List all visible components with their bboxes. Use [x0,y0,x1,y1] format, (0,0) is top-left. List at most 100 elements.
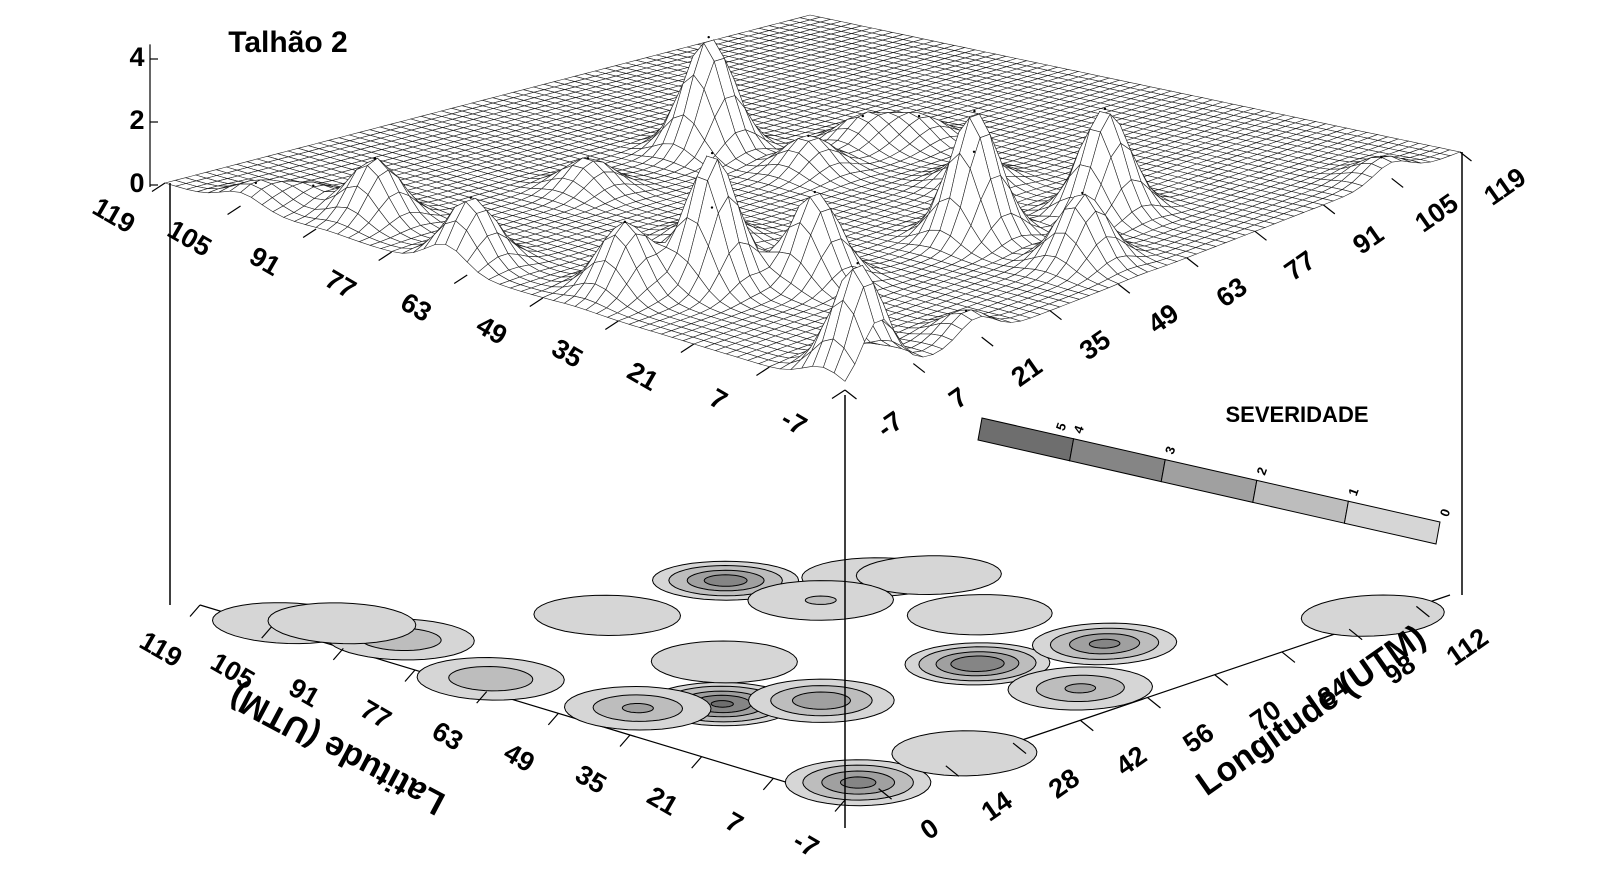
peak [254,181,258,185]
contour [448,665,534,692]
x-top-tick [1186,257,1199,268]
y-top-tick [680,343,695,354]
legend-title: SEVERIDADE [1225,402,1368,427]
contour [804,595,837,605]
x-tick [1079,719,1094,732]
contour [267,602,417,645]
peak [964,309,968,312]
legend-swatch [1160,458,1258,504]
y-tick-label: 63 [427,716,468,757]
peak [1380,156,1383,159]
y-tick-label: 119 [135,625,188,673]
y-axis-label: Latitude (UTM) [223,677,451,822]
peak [1081,191,1084,195]
legend-label: 1 [1345,486,1362,498]
x-top-tick-label: 49 [1142,298,1184,340]
x-tick-label: 42 [1110,740,1152,782]
peak [707,35,710,39]
legend-label: 0 [1437,507,1454,519]
peak [586,157,590,160]
y-top-tick [302,228,317,239]
contour-map [199,555,1451,807]
contour [533,594,682,637]
y-tick-label: -7 [788,825,824,863]
contour [891,730,1038,777]
x-top-tick [912,363,926,374]
y-top-tick-label: 21 [622,356,663,397]
x-top-tick [1254,230,1267,241]
contour [703,574,748,587]
y-top-tick-label: 7 [704,383,732,416]
x-top-tick-label: -7 [871,405,908,443]
y-top-tick-label: 77 [320,264,361,305]
y-top-tick [151,182,166,193]
contour [1300,594,1445,637]
peak [710,206,714,209]
x-top-tick [1322,204,1336,215]
peak [710,151,714,155]
peak [623,220,627,224]
x-top-tick-label: 91 [1347,218,1389,260]
x-tick-label: 56 [1178,717,1220,759]
peak [917,114,921,118]
legend-swatch [1252,479,1349,524]
contour [1064,683,1097,694]
contour [621,703,654,714]
peak [373,157,377,160]
peak [469,196,472,199]
y-tick [189,604,201,617]
surface [163,14,1462,382]
y-top-tick [227,205,241,216]
contour [906,594,1053,636]
x-top-tick-label: 119 [1478,162,1531,212]
x-top-tick [1391,177,1404,188]
y-tick [547,712,559,726]
x-tick [1214,674,1229,686]
legend-swatch [1343,500,1441,545]
x-top-tick [844,389,857,400]
x-tick-label: 28 [1043,763,1085,805]
legend-swatch [1069,438,1166,483]
legend-label: 5 [1053,421,1070,433]
x-top-tick-label: 35 [1074,324,1116,366]
y-tick-label: 77 [355,694,396,735]
peak [1103,107,1107,111]
y-top-tick-label: 49 [471,310,512,351]
x-top-tick-label: 7 [943,381,973,414]
y-tick [762,777,774,791]
peak [807,134,810,138]
legend-label: 4 [1070,423,1087,436]
peak [856,262,859,265]
x-top-tick [1049,310,1062,321]
legend-label: 2 [1254,465,1271,477]
x-tick-label: 14 [976,785,1018,827]
contour [839,776,877,789]
y-top-tick-label: 91 [245,241,286,282]
peak [813,190,817,194]
x-top-tick-label: 21 [1006,351,1048,393]
chart-title: Talhão 2 [228,26,347,59]
contour [950,655,1005,672]
y-top-tick-label: 119 [88,191,141,239]
x-top-tick [981,336,994,347]
x-axis-label: Longitude (UTM) [1189,617,1432,803]
y-tick-label: 7 [720,806,748,839]
contour [650,640,798,684]
x-top-tick-label: 105 [1410,188,1464,238]
peak [312,184,315,187]
y-top-tick-label: -7 [776,403,812,441]
contour [710,700,734,708]
y-tick [404,669,416,682]
x-top-tick-label: 63 [1211,271,1253,313]
y-tick [691,756,703,769]
y-top-tick [378,251,392,262]
y-top-tick-label: 35 [547,333,588,374]
x-tick [1147,697,1161,709]
z-tick-label: 2 [129,105,144,135]
x-top-tick [1117,283,1131,294]
z-tick-label: 4 [129,42,144,72]
x-tick-label: 112 [1441,622,1494,672]
y-top-tick-label: 63 [396,287,437,328]
peak [972,150,976,153]
